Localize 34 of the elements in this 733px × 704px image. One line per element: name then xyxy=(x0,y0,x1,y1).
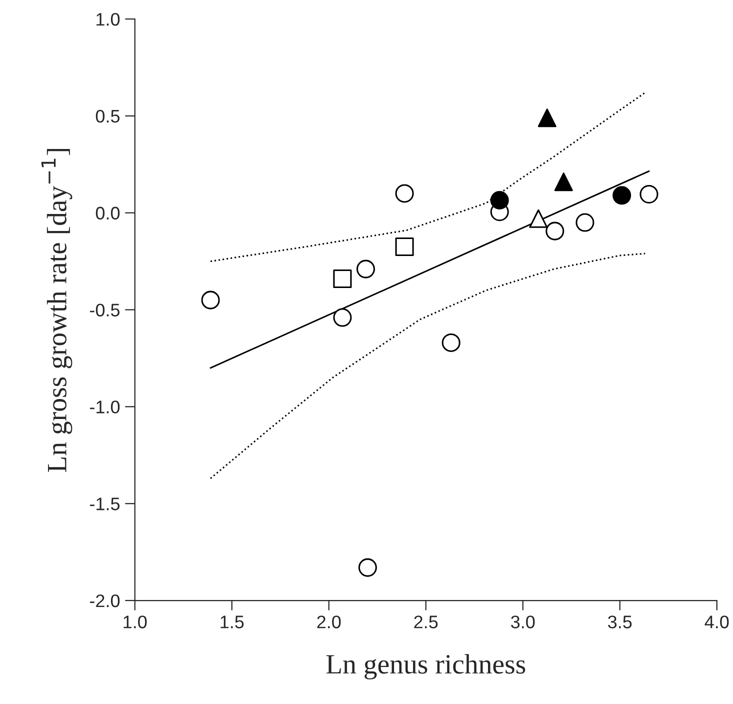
point xyxy=(201,290,220,310)
y-tick-label: -1.5 xyxy=(90,498,120,510)
x-axis-title: Ln genus richness xyxy=(326,654,526,680)
y-tick-label: 1.0 xyxy=(96,12,120,26)
x-tick-label: 1.5 xyxy=(220,616,244,628)
y-tick-label: 0.5 xyxy=(96,110,120,123)
point xyxy=(529,209,548,228)
point xyxy=(356,260,376,278)
point xyxy=(395,237,414,256)
point xyxy=(640,184,658,204)
x-tick-label: 4.0 xyxy=(704,616,729,628)
point xyxy=(538,108,556,128)
point xyxy=(576,213,594,232)
point xyxy=(333,308,352,327)
line-series xyxy=(210,92,646,262)
point xyxy=(554,172,573,192)
x-tick-label: 3.0 xyxy=(511,616,535,628)
point xyxy=(333,269,352,288)
line-series xyxy=(210,252,646,480)
point xyxy=(546,222,564,240)
x-tick-label: 3.5 xyxy=(608,616,632,628)
y-tick-label: 0.0 xyxy=(96,206,120,220)
y-tick-label: -0.5 xyxy=(90,304,120,316)
x-tick-label: 2.0 xyxy=(317,616,341,628)
x-tick-label: 2.5 xyxy=(414,616,438,628)
point xyxy=(612,186,632,205)
point xyxy=(442,333,460,352)
x-tick-label: 1.0 xyxy=(124,616,147,628)
y-tick-label: -2.0 xyxy=(90,594,120,608)
point xyxy=(490,190,509,210)
y-tick-label: -1.0 xyxy=(90,400,120,414)
point xyxy=(358,558,377,577)
point xyxy=(395,184,414,203)
y-axis-title: Ln gross growth rate [day$^{−1}$] xyxy=(41,148,72,472)
